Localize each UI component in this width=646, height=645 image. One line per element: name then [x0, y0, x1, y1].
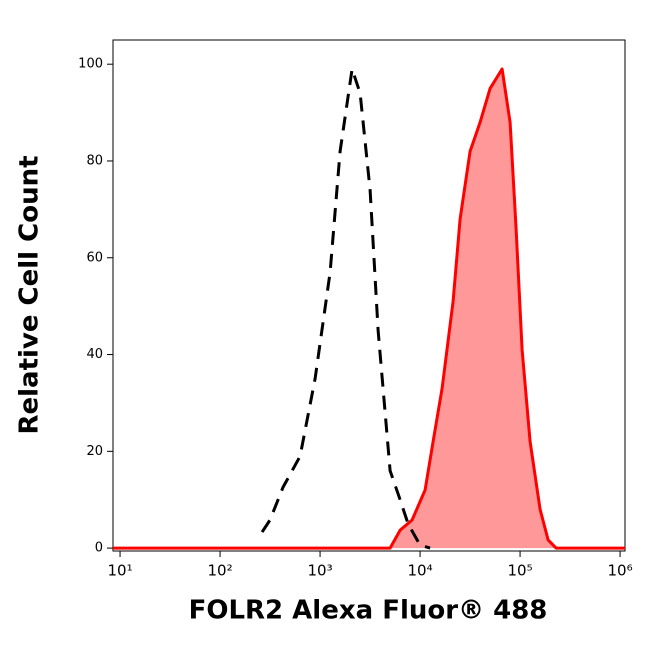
x-tick-label: 10⁵: [508, 562, 533, 580]
histogram-line: [260, 67, 431, 550]
x-axis-label: FOLR2 Alexa Fluor® 488: [189, 596, 548, 626]
x-tick-label: 10²: [208, 562, 233, 580]
y-axis-label: Relative Cell Count: [15, 155, 45, 434]
y-tick-label: 40: [86, 347, 103, 362]
y-tick-label: 80: [86, 153, 103, 168]
area-fill: [113, 69, 625, 549]
x-tick-label: 10³: [308, 562, 333, 580]
histogram-line: [113, 67, 625, 550]
y-tick-label: 100: [78, 57, 103, 72]
x-tick-label: 10¹: [108, 562, 133, 580]
plot-frame: [112, 39, 626, 552]
y-tick-label: 20: [86, 444, 103, 459]
y-tick-label: 60: [86, 250, 103, 265]
x-tick-label: 10⁴: [408, 562, 433, 580]
y-tick-label: 0: [95, 541, 103, 556]
x-tick-label: 10⁶: [608, 562, 633, 580]
